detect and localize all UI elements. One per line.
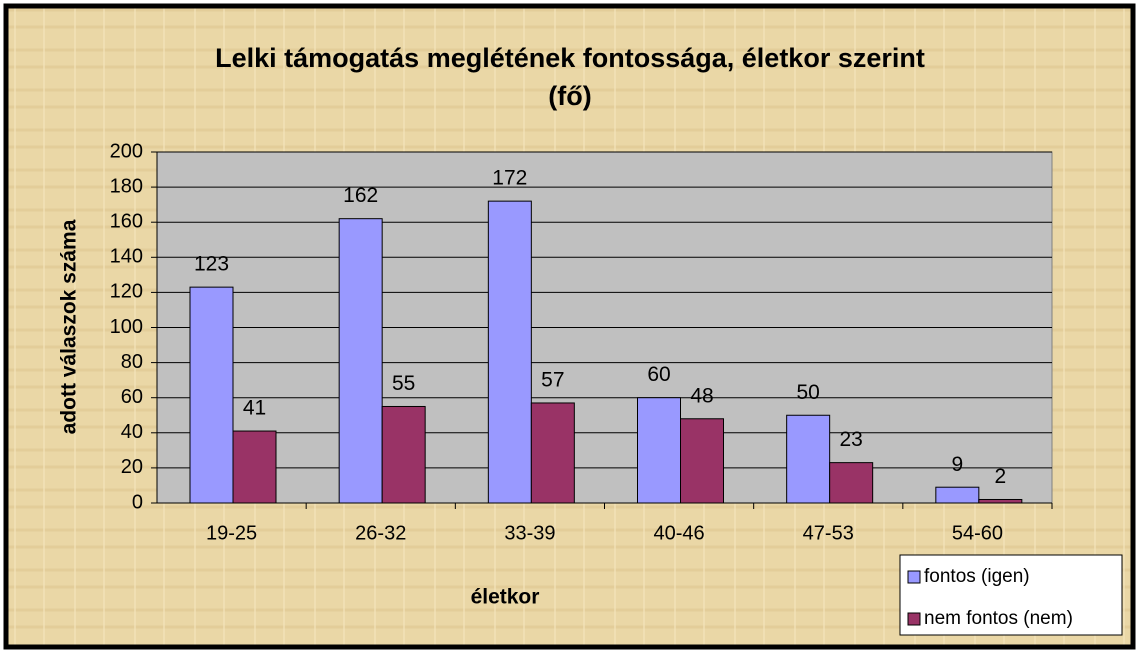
y-tick-label: 120	[110, 281, 143, 303]
x-tick-label: 40-46	[654, 522, 705, 544]
legend-label: nem fontos (nem)	[924, 608, 1073, 629]
bar	[232, 430, 277, 504]
legend-swatch	[907, 570, 921, 584]
y-tick-label: 20	[121, 456, 143, 478]
bar	[487, 200, 532, 504]
bar	[786, 414, 831, 504]
y-tick-label: 80	[121, 351, 143, 373]
bar	[530, 402, 575, 504]
data-label: 55	[392, 372, 415, 395]
data-label: 172	[492, 167, 527, 190]
bar	[935, 486, 980, 504]
y-tick-label: 140	[110, 246, 143, 268]
data-label: 2	[994, 465, 1006, 488]
data-label: 41	[243, 397, 266, 420]
bar	[338, 218, 383, 504]
y-tick-label: 60	[121, 386, 143, 408]
data-label: 162	[343, 184, 378, 207]
y-tick-label: 0	[132, 491, 143, 513]
chart-title: Lelki támogatás meglétének fontossága, é…	[215, 43, 925, 73]
x-tick-label: 54-60	[952, 522, 1003, 544]
data-label: 9	[951, 453, 963, 476]
bar	[829, 462, 874, 504]
legend	[899, 554, 1123, 636]
x-tick-label: 19-25	[206, 522, 257, 544]
y-tick-label: 40	[121, 421, 143, 443]
y-tick-label: 180	[110, 175, 143, 197]
bar	[637, 397, 681, 504]
data-label: 23	[839, 428, 862, 451]
data-label: 50	[796, 381, 819, 404]
chart-title: (fő)	[548, 81, 591, 111]
bar	[680, 418, 724, 504]
y-tick-label: 100	[110, 316, 143, 338]
y-axis-label: adott válaszok száma	[58, 219, 81, 434]
x-tick-label: 33-39	[504, 522, 555, 544]
x-axis-label: életkor	[471, 586, 540, 609]
legend-swatch	[907, 612, 921, 626]
legend-label: fontos (igen)	[924, 566, 1030, 587]
bar	[189, 286, 234, 504]
data-label: 48	[690, 384, 713, 407]
bar	[381, 405, 426, 504]
data-label: 123	[194, 253, 229, 276]
bar	[978, 498, 1023, 504]
data-label: 57	[541, 369, 564, 392]
y-tick-label: 200	[110, 140, 143, 162]
x-tick-label: 47-53	[803, 522, 854, 544]
x-tick-label: 26-32	[355, 522, 406, 544]
data-label: 60	[647, 363, 670, 386]
y-tick-label: 160	[110, 210, 143, 232]
